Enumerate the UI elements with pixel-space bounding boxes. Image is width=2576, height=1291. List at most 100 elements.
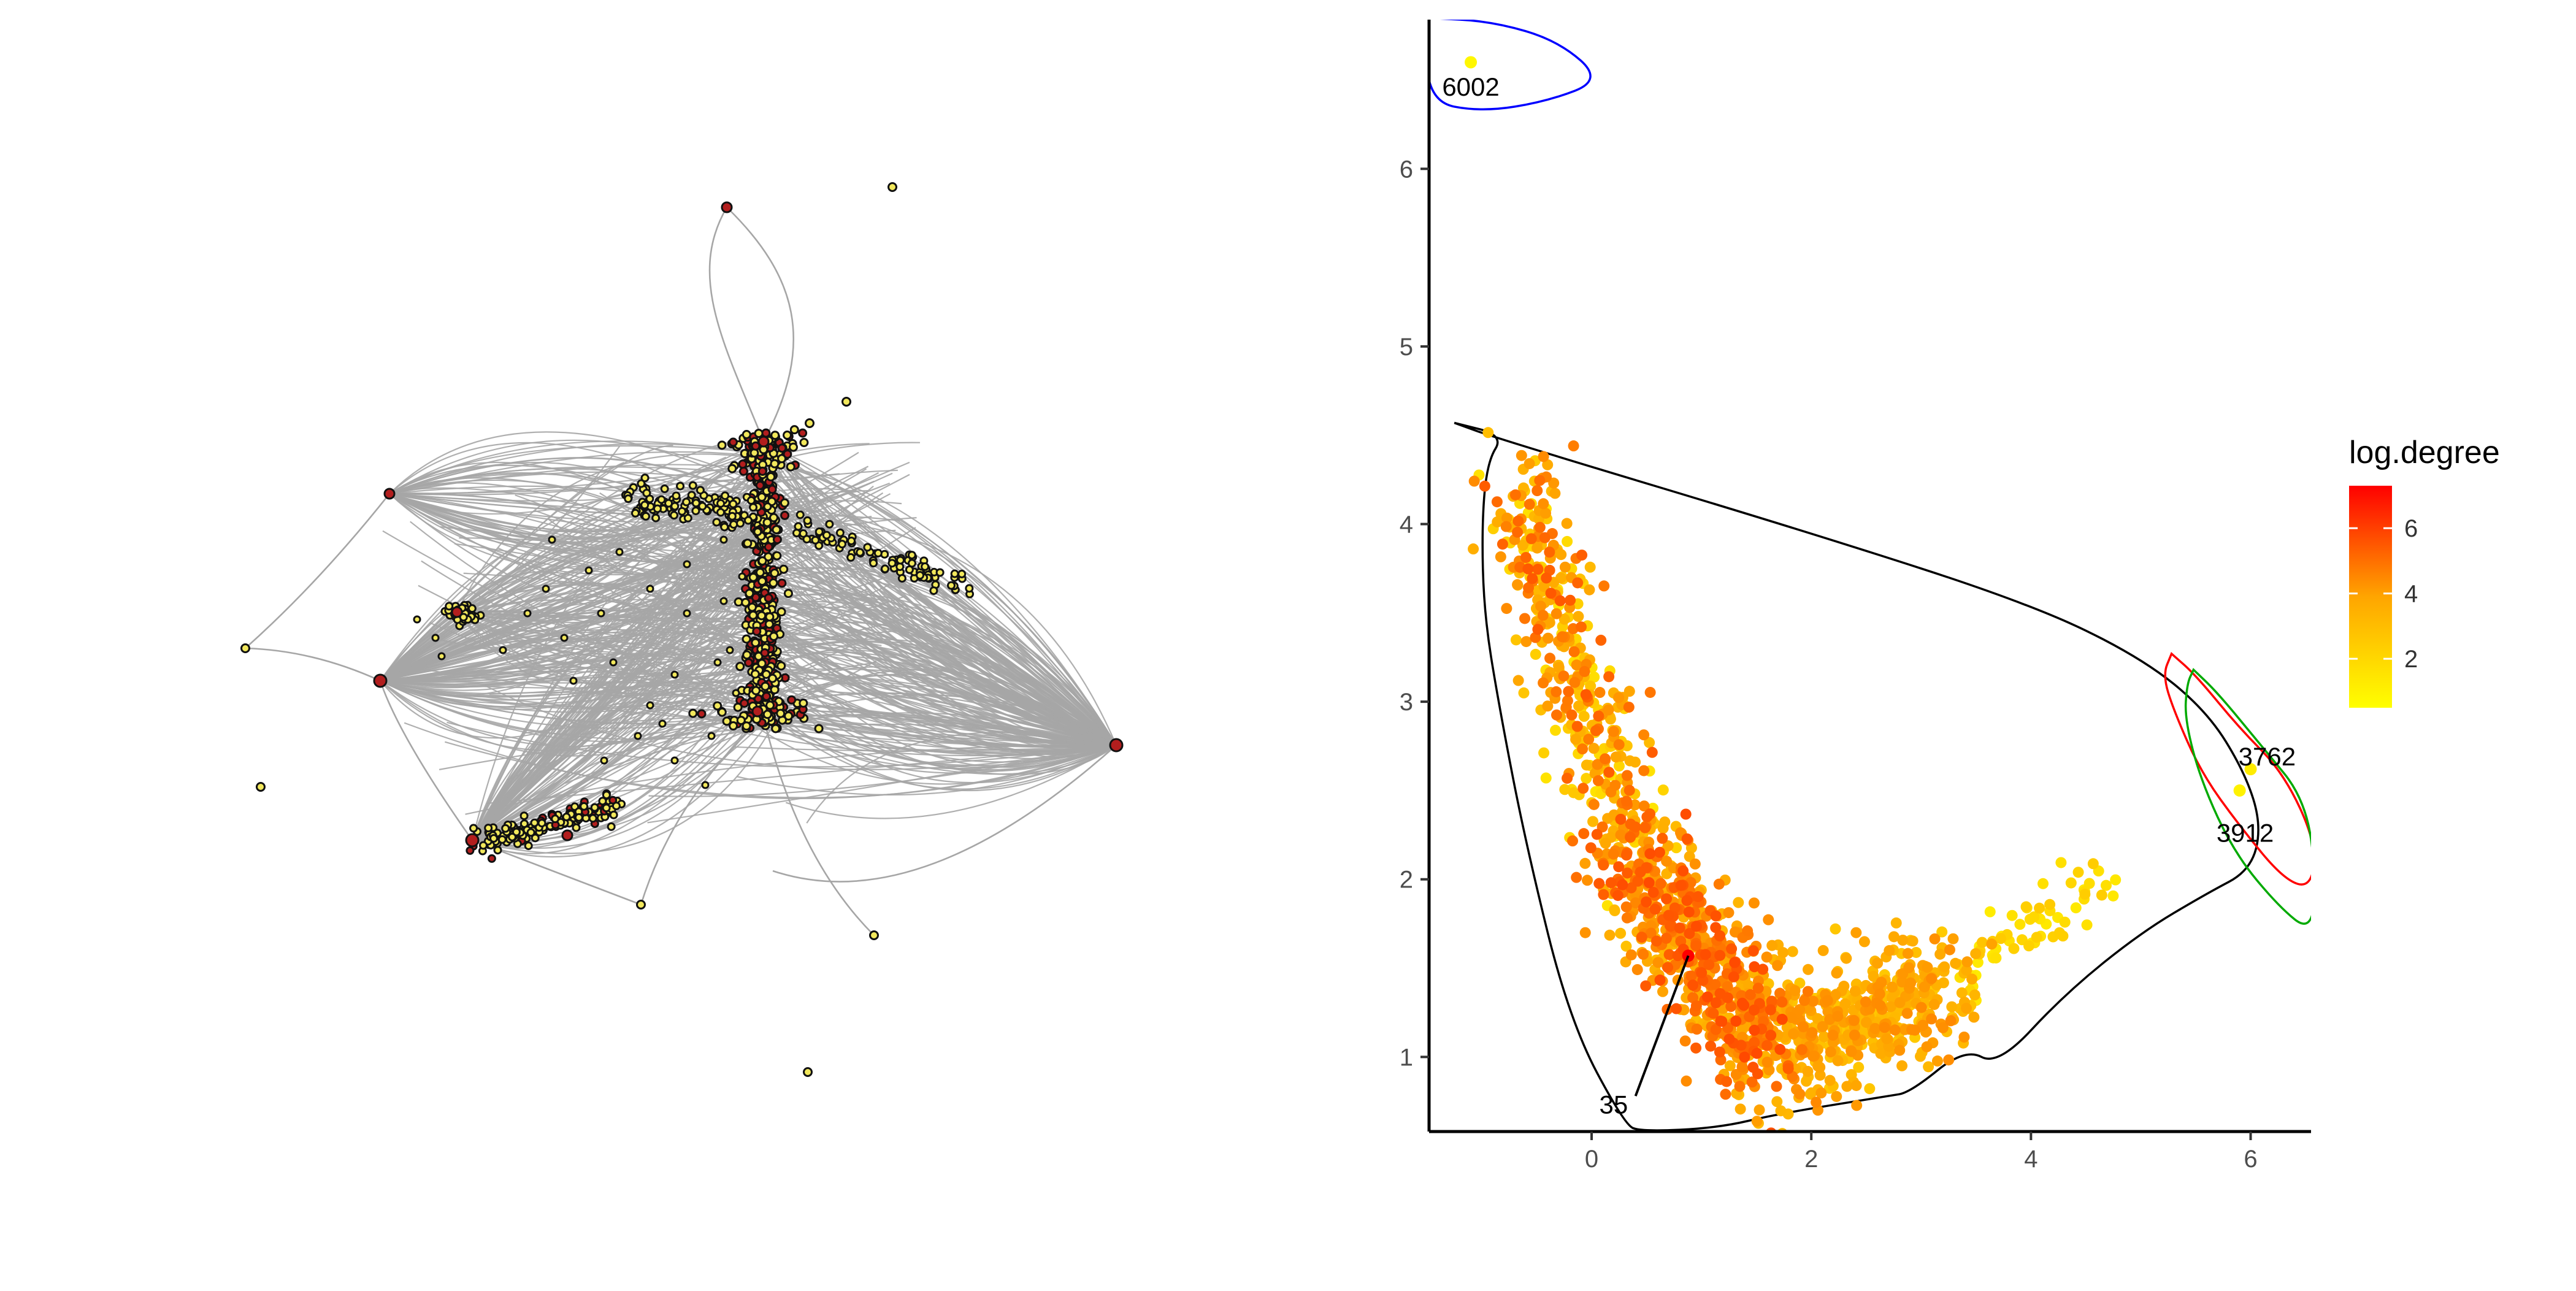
data-point xyxy=(1772,960,1784,971)
data-point xyxy=(1776,996,1788,1008)
network-edge xyxy=(472,595,770,841)
data-point xyxy=(1928,998,1940,1010)
data-point xyxy=(1578,711,1590,722)
data-point xyxy=(1714,949,1726,961)
network-node xyxy=(783,431,792,440)
network-node xyxy=(772,535,782,545)
network-node xyxy=(728,437,738,447)
network-edge xyxy=(472,718,772,858)
data-point xyxy=(1632,875,1644,887)
data-point xyxy=(1733,897,1744,908)
network-edge xyxy=(456,611,762,675)
data-point xyxy=(1534,475,1546,486)
network-node xyxy=(383,488,396,500)
data-point xyxy=(1600,837,1611,849)
network-node xyxy=(752,626,762,636)
data-point xyxy=(2020,901,2032,913)
data-point xyxy=(1621,770,1633,781)
data-point xyxy=(1685,970,1697,982)
network-node xyxy=(742,634,751,644)
network-node xyxy=(716,499,726,508)
network-node xyxy=(717,707,727,717)
data-point xyxy=(1961,964,1972,976)
data-point xyxy=(1609,780,1621,791)
network-node xyxy=(907,551,916,560)
network-edge xyxy=(389,483,753,550)
data-point xyxy=(1557,631,1568,643)
network-edge xyxy=(733,744,1117,752)
network-node xyxy=(729,721,738,731)
network-node xyxy=(523,609,532,618)
network-nodes xyxy=(240,182,1124,1077)
data-point xyxy=(1509,489,1521,500)
data-point xyxy=(1468,543,1479,555)
data-point xyxy=(2023,940,2035,952)
data-point xyxy=(1562,535,1573,547)
network-edge xyxy=(389,439,770,494)
data-point xyxy=(1589,671,1600,683)
data-point xyxy=(1696,967,1708,979)
network-node xyxy=(957,569,967,578)
data-point xyxy=(1578,828,1590,840)
network-edge xyxy=(456,453,775,613)
data-point xyxy=(1713,878,1725,890)
network-node xyxy=(580,802,589,811)
data-point xyxy=(1785,1012,1797,1024)
network-node xyxy=(788,442,798,452)
data-point xyxy=(2070,902,2082,914)
network-node xyxy=(727,464,737,473)
data-point xyxy=(1538,677,1549,689)
network-node xyxy=(887,182,897,192)
y-tick-label: 4 xyxy=(1400,511,1413,538)
network-node xyxy=(789,425,799,435)
network-node xyxy=(799,438,809,448)
data-point xyxy=(1683,906,1695,918)
network-node xyxy=(1109,738,1124,753)
network-edge xyxy=(389,492,772,585)
network-node xyxy=(741,597,751,607)
network-node xyxy=(856,548,865,557)
network-node xyxy=(746,496,756,505)
network-node xyxy=(717,440,727,450)
network-edge xyxy=(456,556,770,618)
data-point xyxy=(1640,980,1652,992)
data-point xyxy=(1824,1075,1836,1086)
network-node xyxy=(757,466,767,476)
data-point xyxy=(1604,713,1616,725)
data-point xyxy=(1644,848,1656,860)
network-node xyxy=(727,511,737,521)
network-node xyxy=(847,537,856,546)
network-node xyxy=(811,535,820,545)
network-edge xyxy=(762,717,875,936)
network-node xyxy=(869,559,878,568)
data-point xyxy=(1555,549,1567,561)
data-point xyxy=(1671,1003,1682,1014)
network-edge xyxy=(756,549,1117,746)
network-edge xyxy=(456,544,759,613)
data-point xyxy=(1765,1029,1777,1041)
data-point xyxy=(1926,973,1938,984)
network-node xyxy=(489,834,498,843)
network-node xyxy=(815,527,824,537)
data-point xyxy=(1538,747,1550,759)
data-point xyxy=(1544,617,1555,629)
data-point xyxy=(1752,983,1764,994)
data-point xyxy=(1538,581,1550,592)
network-node xyxy=(786,462,795,472)
network-node xyxy=(645,494,654,504)
data-point xyxy=(1593,878,1605,889)
data-point xyxy=(1610,751,1622,763)
network-node xyxy=(691,499,700,508)
network-node xyxy=(751,441,761,451)
network-node xyxy=(837,540,846,549)
data-point xyxy=(1532,624,1544,635)
network-node xyxy=(721,201,733,213)
data-point xyxy=(1549,488,1561,499)
data-point xyxy=(1771,1096,1783,1108)
network-node xyxy=(761,681,770,691)
data-point xyxy=(1751,1116,1763,1127)
data-point xyxy=(1771,1081,1782,1092)
network-edge xyxy=(456,442,771,613)
data-point xyxy=(1897,935,1909,946)
data-point xyxy=(2087,858,2099,870)
